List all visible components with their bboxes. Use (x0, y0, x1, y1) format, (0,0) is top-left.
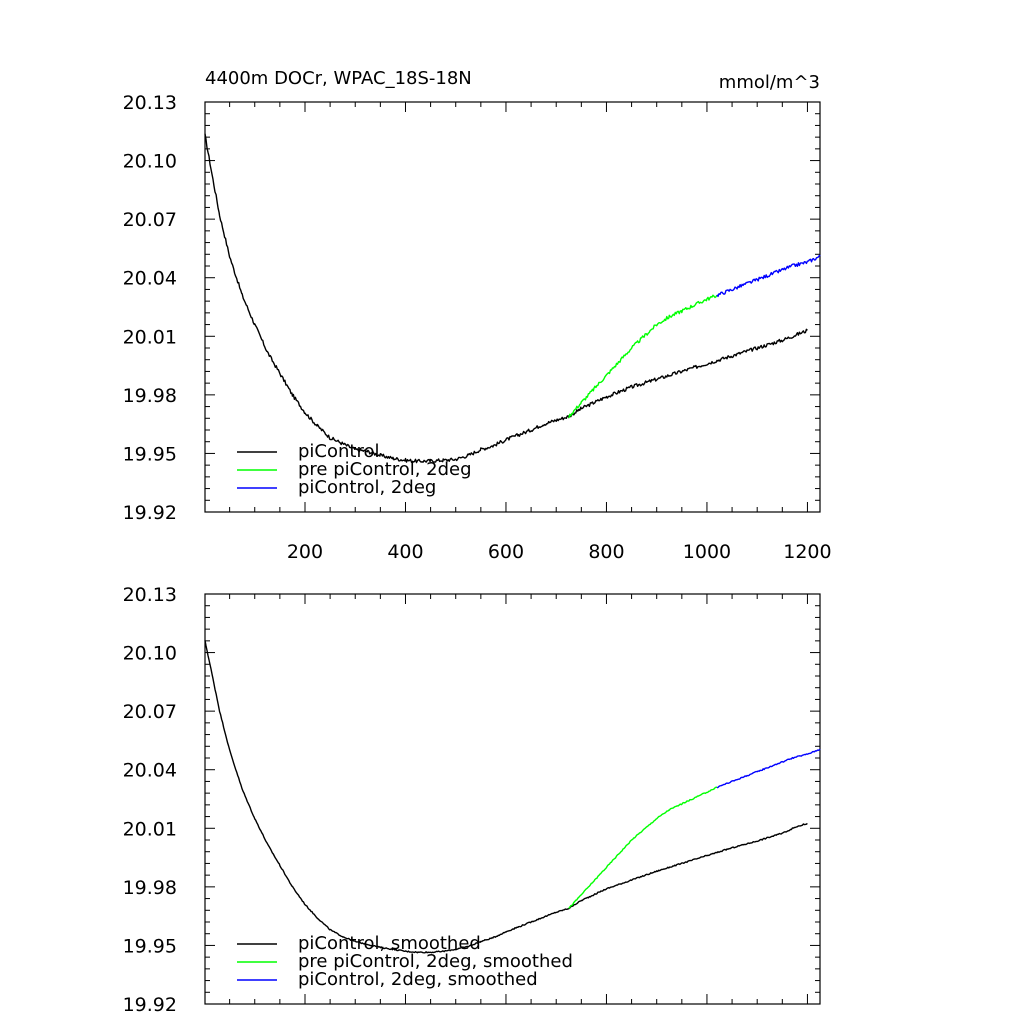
legend-label: piControl, 2deg, smoothed (298, 969, 538, 990)
series-line-3 (716, 254, 821, 298)
y-tick-label: 20.13 (123, 92, 177, 114)
series-line-2 (568, 786, 718, 909)
y-tick-label: 20.10 (123, 151, 177, 173)
series-line-2 (568, 294, 718, 419)
y-tick-label: 19.92 (123, 994, 177, 1016)
chart-title: 4400m DOCr, WPAC_18S-18N (205, 68, 472, 89)
x-tick-label: 1000 (683, 541, 731, 563)
bottom-panel: 19.92 19.95 19.98 20.01 20.04 20.07 20.10 20.13… (123, 584, 821, 1016)
y-tick-label: 20.10 (123, 643, 177, 665)
x-tick-label: 800 (588, 541, 624, 563)
y-tick-label: 20.01 (123, 326, 177, 348)
units-label: mmol/m^3 (719, 72, 820, 93)
y-tick-label: 20.01 (123, 818, 177, 840)
y-tick-label: 20.04 (123, 268, 177, 290)
y-tick-label: 19.98 (123, 385, 177, 407)
y-tick-label: 19.95 (123, 443, 177, 465)
legend-label: piControl (298, 441, 380, 462)
legend-label: pre piControl, 2deg (298, 459, 472, 480)
series-line-3 (716, 748, 821, 789)
x-tick-label: 200 (287, 541, 323, 563)
legend-label: piControl, 2deg (298, 477, 436, 498)
y-tick-label: 19.98 (123, 877, 177, 899)
legend-label: piControl, smoothed (298, 933, 481, 954)
y-tick-label: 20.07 (123, 209, 177, 231)
x-tick-label: 600 (488, 541, 524, 563)
y-tick-label: 20.13 (123, 584, 177, 606)
series-line-1 (204, 640, 808, 954)
x-tick-label: 1200 (783, 541, 831, 563)
x-tick-label: 400 (387, 541, 423, 563)
y-tick-label: 19.95 (123, 935, 177, 957)
y-tick-label: 19.92 (123, 502, 177, 524)
plot-frame (204, 593, 821, 1005)
legend-label: pre piControl, 2deg, smoothed (298, 951, 573, 972)
top-panel: 19.92 19.95 19.98 20.01 20.04 20.07 20.10 20.13… (123, 92, 832, 563)
plot-frame (204, 101, 821, 513)
series-line-1 (204, 133, 808, 464)
y-tick-label: 20.07 (123, 701, 177, 723)
y-tick-label: 20.04 (123, 760, 177, 782)
